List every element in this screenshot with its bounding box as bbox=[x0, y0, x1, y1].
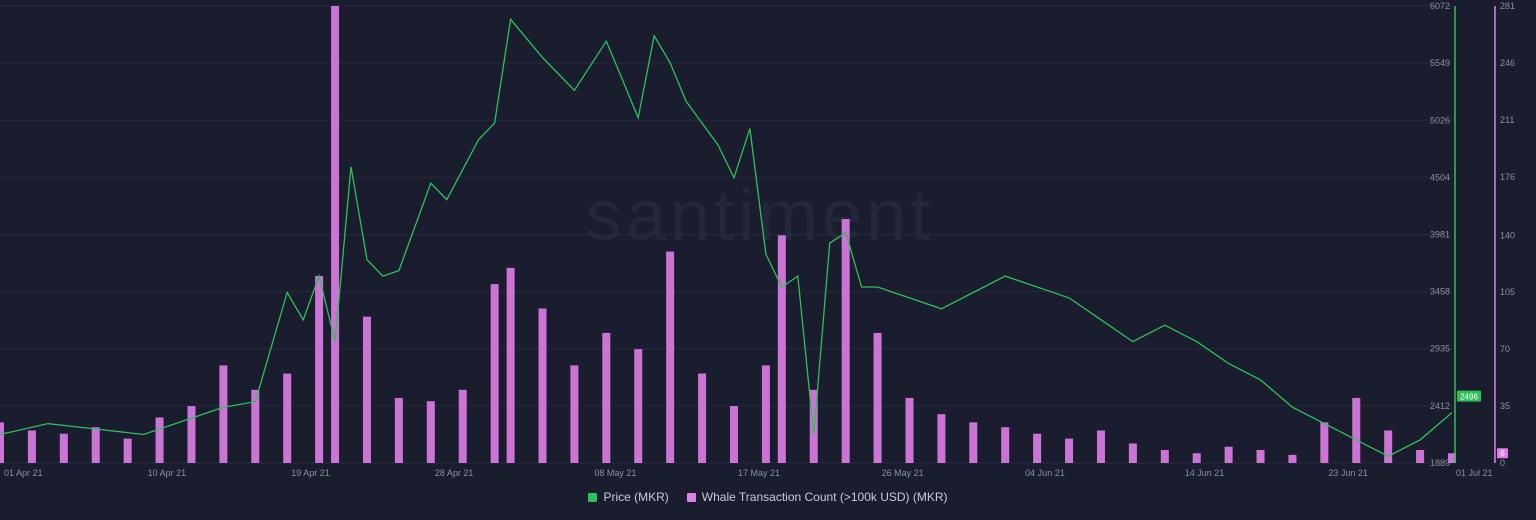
whale-bar bbox=[777, 235, 786, 463]
count-tick-label: 176 bbox=[1500, 172, 1515, 182]
whale-bar bbox=[1448, 453, 1456, 463]
price-swatch bbox=[588, 492, 598, 502]
whale-bar bbox=[27, 430, 36, 463]
whale-bar bbox=[1224, 446, 1233, 463]
count-axis: 281 246 211 176 140 105 70 35 06 bbox=[1494, 1, 1515, 468]
legend-item-whale[interactable]: Whale Transaction Count (>100k USD) (MKR… bbox=[686, 490, 948, 504]
whale-bar bbox=[362, 316, 371, 463]
whale-bar bbox=[538, 308, 547, 463]
price-tick-label: 2935 bbox=[1430, 344, 1450, 354]
whale-bar bbox=[59, 433, 68, 463]
whale-bar bbox=[1001, 427, 1010, 463]
whale-bar bbox=[1320, 422, 1329, 463]
x-tick-label: 08 May 21 bbox=[594, 468, 636, 478]
legend-item-price[interactable]: Price (MKR) bbox=[588, 490, 669, 504]
whale-bar bbox=[490, 284, 499, 463]
whale-bar bbox=[905, 397, 914, 463]
whale-bar bbox=[1096, 430, 1105, 463]
price-tick-label: 3458 bbox=[1430, 287, 1450, 297]
count-tick-label: 0 bbox=[1500, 458, 1505, 468]
whale-bar bbox=[602, 332, 611, 463]
legend: Price (MKR) Whale Transaction Count (>10… bbox=[0, 490, 1536, 504]
x-tick-label: 04 Jun 21 bbox=[1025, 468, 1065, 478]
whale-bar bbox=[1352, 397, 1361, 463]
whale-bar bbox=[841, 219, 850, 463]
count-tick-label: 35 bbox=[1500, 401, 1510, 411]
whale-bar bbox=[426, 401, 435, 463]
whale-bar bbox=[1416, 449, 1425, 463]
whale-bar bbox=[155, 417, 164, 463]
whale-bar bbox=[91, 427, 100, 463]
price-tick-label: 3981 bbox=[1430, 229, 1450, 239]
whale-bar bbox=[809, 389, 818, 463]
whale-bar bbox=[187, 406, 196, 463]
x-tick-label: 01 Jul 21 bbox=[1456, 468, 1493, 478]
count-tick-label: 105 bbox=[1500, 287, 1515, 297]
whale-bar bbox=[394, 397, 403, 463]
current-price-label: 2496 bbox=[1460, 393, 1478, 402]
x-tick-label: 01 Apr 21 bbox=[4, 468, 43, 478]
count-tick-label: 70 bbox=[1500, 344, 1510, 354]
current-price-marker bbox=[1457, 390, 1481, 402]
whale-bar bbox=[873, 332, 882, 463]
legend-label-price: Price (MKR) bbox=[603, 490, 669, 504]
price-tick-label: 5549 bbox=[1430, 58, 1450, 68]
whale-bar bbox=[761, 365, 770, 463]
x-tick-label: 17 May 21 bbox=[738, 468, 780, 478]
count-tick-label: 246 bbox=[1500, 58, 1515, 68]
whale-bar bbox=[1160, 449, 1169, 463]
count-tick-label: 281 bbox=[1500, 1, 1515, 11]
legend-label-whale: Whale Transaction Count (>100k USD) (MKR… bbox=[701, 490, 948, 504]
price-axis: 6072 5549 5026 4504 3981 3458 2935 2412 1889 2496 bbox=[1430, 1, 1481, 468]
whale-bar bbox=[506, 267, 515, 463]
whale-bar bbox=[331, 6, 340, 463]
whale-swatch bbox=[686, 492, 696, 502]
whale-bar bbox=[1288, 454, 1297, 463]
whale-bar bbox=[1384, 430, 1393, 463]
whale-bar bbox=[123, 438, 132, 463]
current-count-label: 6 bbox=[1500, 449, 1505, 458]
whale-bar bbox=[570, 365, 579, 463]
whale-bar bbox=[1192, 453, 1201, 463]
x-tick-label: 14 Jun 21 bbox=[1185, 468, 1225, 478]
whale-bar bbox=[1128, 443, 1137, 463]
x-tick-label: 23 Jun 21 bbox=[1328, 468, 1368, 478]
whale-bar bbox=[937, 414, 946, 463]
current-count-marker bbox=[1497, 448, 1508, 459]
count-tick-label: 140 bbox=[1500, 230, 1515, 240]
whale-bar bbox=[315, 275, 324, 463]
whale-bar bbox=[729, 406, 738, 463]
count-tick-label: 211 bbox=[1500, 115, 1514, 125]
whale-bar bbox=[283, 373, 292, 463]
price-line bbox=[0, 17, 1453, 458]
x-tick-label: 19 Apr 21 bbox=[291, 468, 330, 478]
chart-svg: santiment 01 Apr 21 10 Apr 21 19 Apr 21 28 … bbox=[0, 1, 1515, 478]
price-series-line bbox=[0, 17, 1453, 458]
whale-bars bbox=[0, 6, 1456, 463]
x-tick-label: 10 Apr 21 bbox=[148, 468, 187, 478]
x-tick-label: 28 Apr 21 bbox=[435, 468, 474, 478]
whale-bar bbox=[698, 373, 707, 463]
whale-bar bbox=[219, 365, 228, 463]
price-tick-label: 2412 bbox=[1430, 401, 1450, 411]
x-axis: 01 Apr 21 10 Apr 21 19 Apr 21 28 Apr 21 08 M… bbox=[4, 468, 1493, 478]
whale-bar bbox=[634, 349, 643, 463]
whale-bar bbox=[0, 422, 4, 463]
price-tick-label: 4504 bbox=[1430, 172, 1450, 182]
whale-bar bbox=[251, 389, 260, 463]
price-tick-label: 5026 bbox=[1430, 115, 1450, 125]
whale-bar bbox=[1033, 433, 1042, 463]
x-tick-label: 26 May 21 bbox=[882, 468, 924, 478]
whale-bar bbox=[458, 389, 467, 463]
whale-bar bbox=[969, 422, 978, 463]
price-tick-label: 6072 bbox=[1430, 1, 1450, 11]
watermark: santiment bbox=[586, 176, 934, 256]
grid bbox=[0, 5, 1452, 464]
whale-bar bbox=[1256, 449, 1265, 463]
whale-bar bbox=[666, 251, 675, 463]
price-tick-label: 1889 bbox=[1430, 458, 1450, 468]
whale-bar bbox=[1065, 438, 1074, 463]
